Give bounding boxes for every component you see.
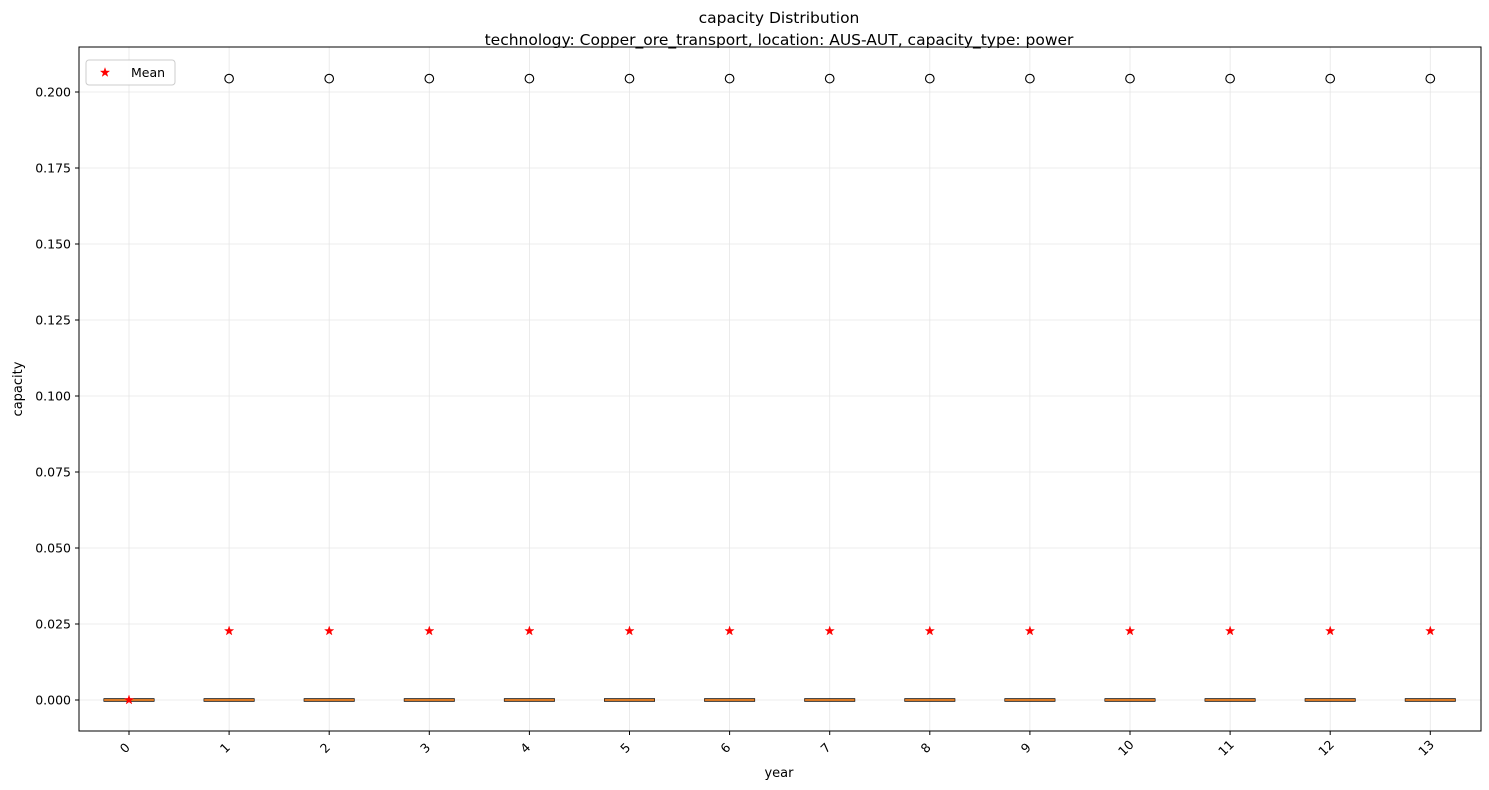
- legend-star-icon: [99, 67, 111, 77]
- outlier-marker: [624, 73, 635, 84]
- outlier-marker: [1125, 73, 1135, 84]
- outlier-marker: [824, 73, 835, 84]
- legend-mean-star-icon: [99, 67, 111, 77]
- grid-lines: [79, 47, 1481, 731]
- mean-marker: [1124, 625, 1136, 636]
- marker-layer: [123, 73, 1436, 705]
- x-tick-label: 11: [1215, 737, 1237, 759]
- outlier-marker: [924, 73, 935, 84]
- mean-marker: [924, 625, 935, 636]
- x-tick-label: 8: [918, 740, 934, 756]
- mean-marker: [1425, 625, 1436, 636]
- legend: Mean: [85, 59, 176, 86]
- plot-frame: [78, 46, 1482, 732]
- mean-marker: [824, 625, 835, 636]
- y-tick-label: 0.200: [35, 84, 71, 99]
- y-tick-label: 0.000: [35, 692, 71, 707]
- outlier-marker: [1025, 73, 1035, 84]
- mean-marker: [123, 694, 135, 705]
- outlier-marker: [524, 73, 535, 84]
- x-tick-label: 7: [817, 740, 833, 756]
- outlier-marker: [1425, 73, 1436, 84]
- x-tick-label: 3: [417, 740, 433, 756]
- chart-subtitle: technology: Copper_ore_transport, locati…: [485, 31, 1074, 50]
- x-tick-label: 12: [1315, 737, 1337, 759]
- y-tick-label: 0.100: [35, 388, 71, 403]
- x-tick-label: 2: [317, 740, 333, 756]
- mean-marker: [223, 625, 235, 636]
- x-tick-label: 6: [717, 740, 733, 756]
- mean-marker: [324, 625, 335, 636]
- mean-marker: [624, 625, 635, 636]
- outlier-marker: [224, 73, 234, 84]
- x-tick-label: 0: [117, 740, 133, 756]
- mean-marker: [724, 625, 735, 636]
- legend-label-mean: Mean: [131, 65, 165, 80]
- y-tick-label: 0.150: [35, 236, 71, 251]
- y-tick-label: 0.050: [35, 540, 71, 555]
- y-axis-ticks: 0.000 0.025 0.050 0.075 0.100 0.125 0.150 0.175…: [35, 84, 79, 707]
- y-axis-label: capacity: [11, 361, 26, 416]
- y-tick-label: 0.025: [35, 616, 71, 631]
- mean-marker: [1224, 625, 1236, 636]
- mean-marker: [424, 625, 435, 636]
- x-axis-label: year: [764, 766, 794, 781]
- mean-marker: [1325, 625, 1336, 636]
- x-tick-label: 5: [617, 740, 633, 756]
- x-axis-ticks: 0 1 2 3 4 5 6 7 8 9 10 11 12 13: [117, 731, 1437, 759]
- legend-frame: [85, 59, 176, 86]
- x-tick-label: 4: [517, 740, 533, 756]
- outlier-marker: [724, 73, 735, 84]
- chart-title: capacity Distribution: [699, 9, 860, 27]
- x-tick-label: 10: [1115, 737, 1137, 759]
- x-tick-label: 1: [217, 740, 233, 756]
- y-tick-label: 0.125: [35, 312, 71, 327]
- mean-marker: [524, 625, 535, 636]
- x-tick-label: 9: [1018, 740, 1034, 756]
- outlier-marker: [324, 73, 335, 84]
- mean-marker: [1024, 625, 1036, 636]
- y-tick-label: 0.175: [35, 160, 71, 175]
- outlier-marker: [424, 73, 435, 84]
- outlier-marker: [1225, 73, 1235, 84]
- outlier-marker: [1325, 73, 1336, 84]
- y-tick-label: 0.075: [35, 464, 71, 479]
- x-tick-label: 13: [1415, 737, 1437, 759]
